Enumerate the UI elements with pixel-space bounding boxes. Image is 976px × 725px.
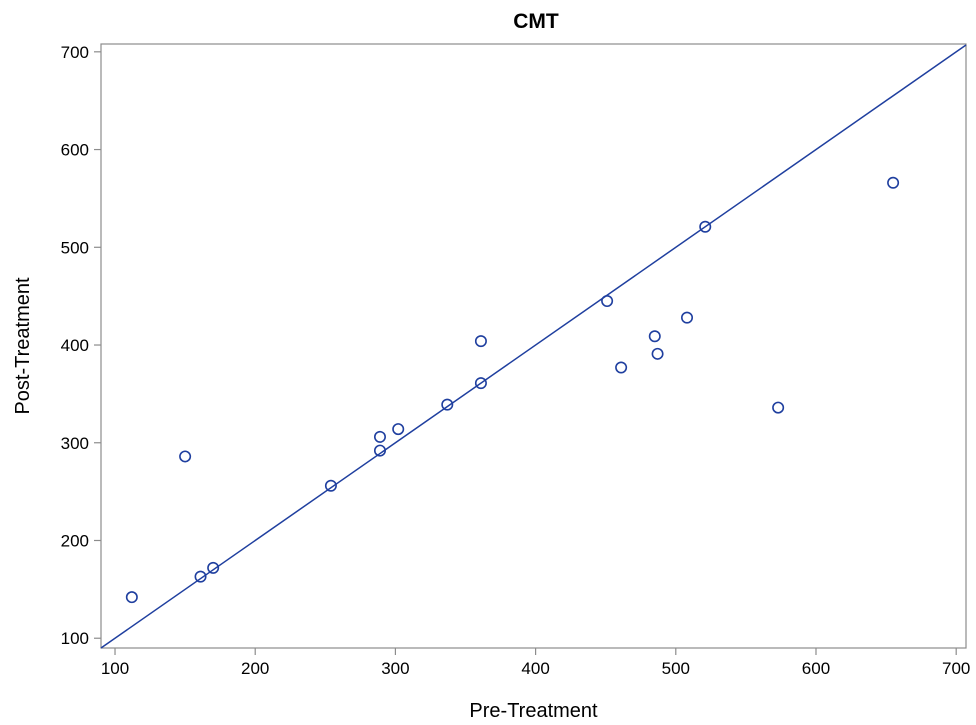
x-tick-label: 500 [662, 659, 690, 678]
x-tick-label: 300 [381, 659, 409, 678]
y-tick-label: 600 [61, 141, 89, 160]
data-point [324, 479, 337, 492]
data-point [681, 311, 694, 324]
data-point [207, 561, 220, 574]
data-point [194, 570, 207, 583]
y-tick-label: 100 [61, 629, 89, 648]
reference-line [100, 44, 967, 649]
data-point [772, 401, 785, 414]
x-axis-label: Pre-Treatment [469, 700, 598, 722]
data-point [887, 176, 900, 189]
data-point [601, 295, 614, 308]
chart-title: CMT [513, 10, 559, 33]
data-point [179, 450, 192, 463]
y-tick-label: 700 [61, 43, 89, 62]
data-point [474, 335, 487, 348]
data-points [125, 176, 900, 604]
y-tick-label: 500 [61, 238, 89, 257]
y-tick-label: 300 [61, 434, 89, 453]
data-point [651, 347, 664, 360]
y-axis-label: Post-Treatment [12, 277, 34, 415]
x-tick-label: 400 [521, 659, 549, 678]
data-point [699, 220, 712, 233]
data-point [474, 377, 487, 390]
data-point [648, 330, 661, 343]
data-point [441, 398, 454, 411]
data-point [125, 591, 138, 604]
x-tick-label: 100 [101, 659, 129, 678]
y-tick-label: 200 [61, 531, 89, 550]
x-tick-label: 600 [802, 659, 830, 678]
plot-frame [100, 43, 967, 649]
data-point [615, 361, 628, 374]
y-tick-label: 400 [61, 336, 89, 355]
x-tick-label: 700 [942, 659, 970, 678]
data-point [392, 423, 405, 436]
data-point [373, 444, 386, 457]
x-tick-label: 200 [241, 659, 269, 678]
data-point [373, 430, 386, 443]
axis-ticks: 100 200 300 400 500 600 700 100 200 300 400 500 600 7… [61, 43, 971, 678]
